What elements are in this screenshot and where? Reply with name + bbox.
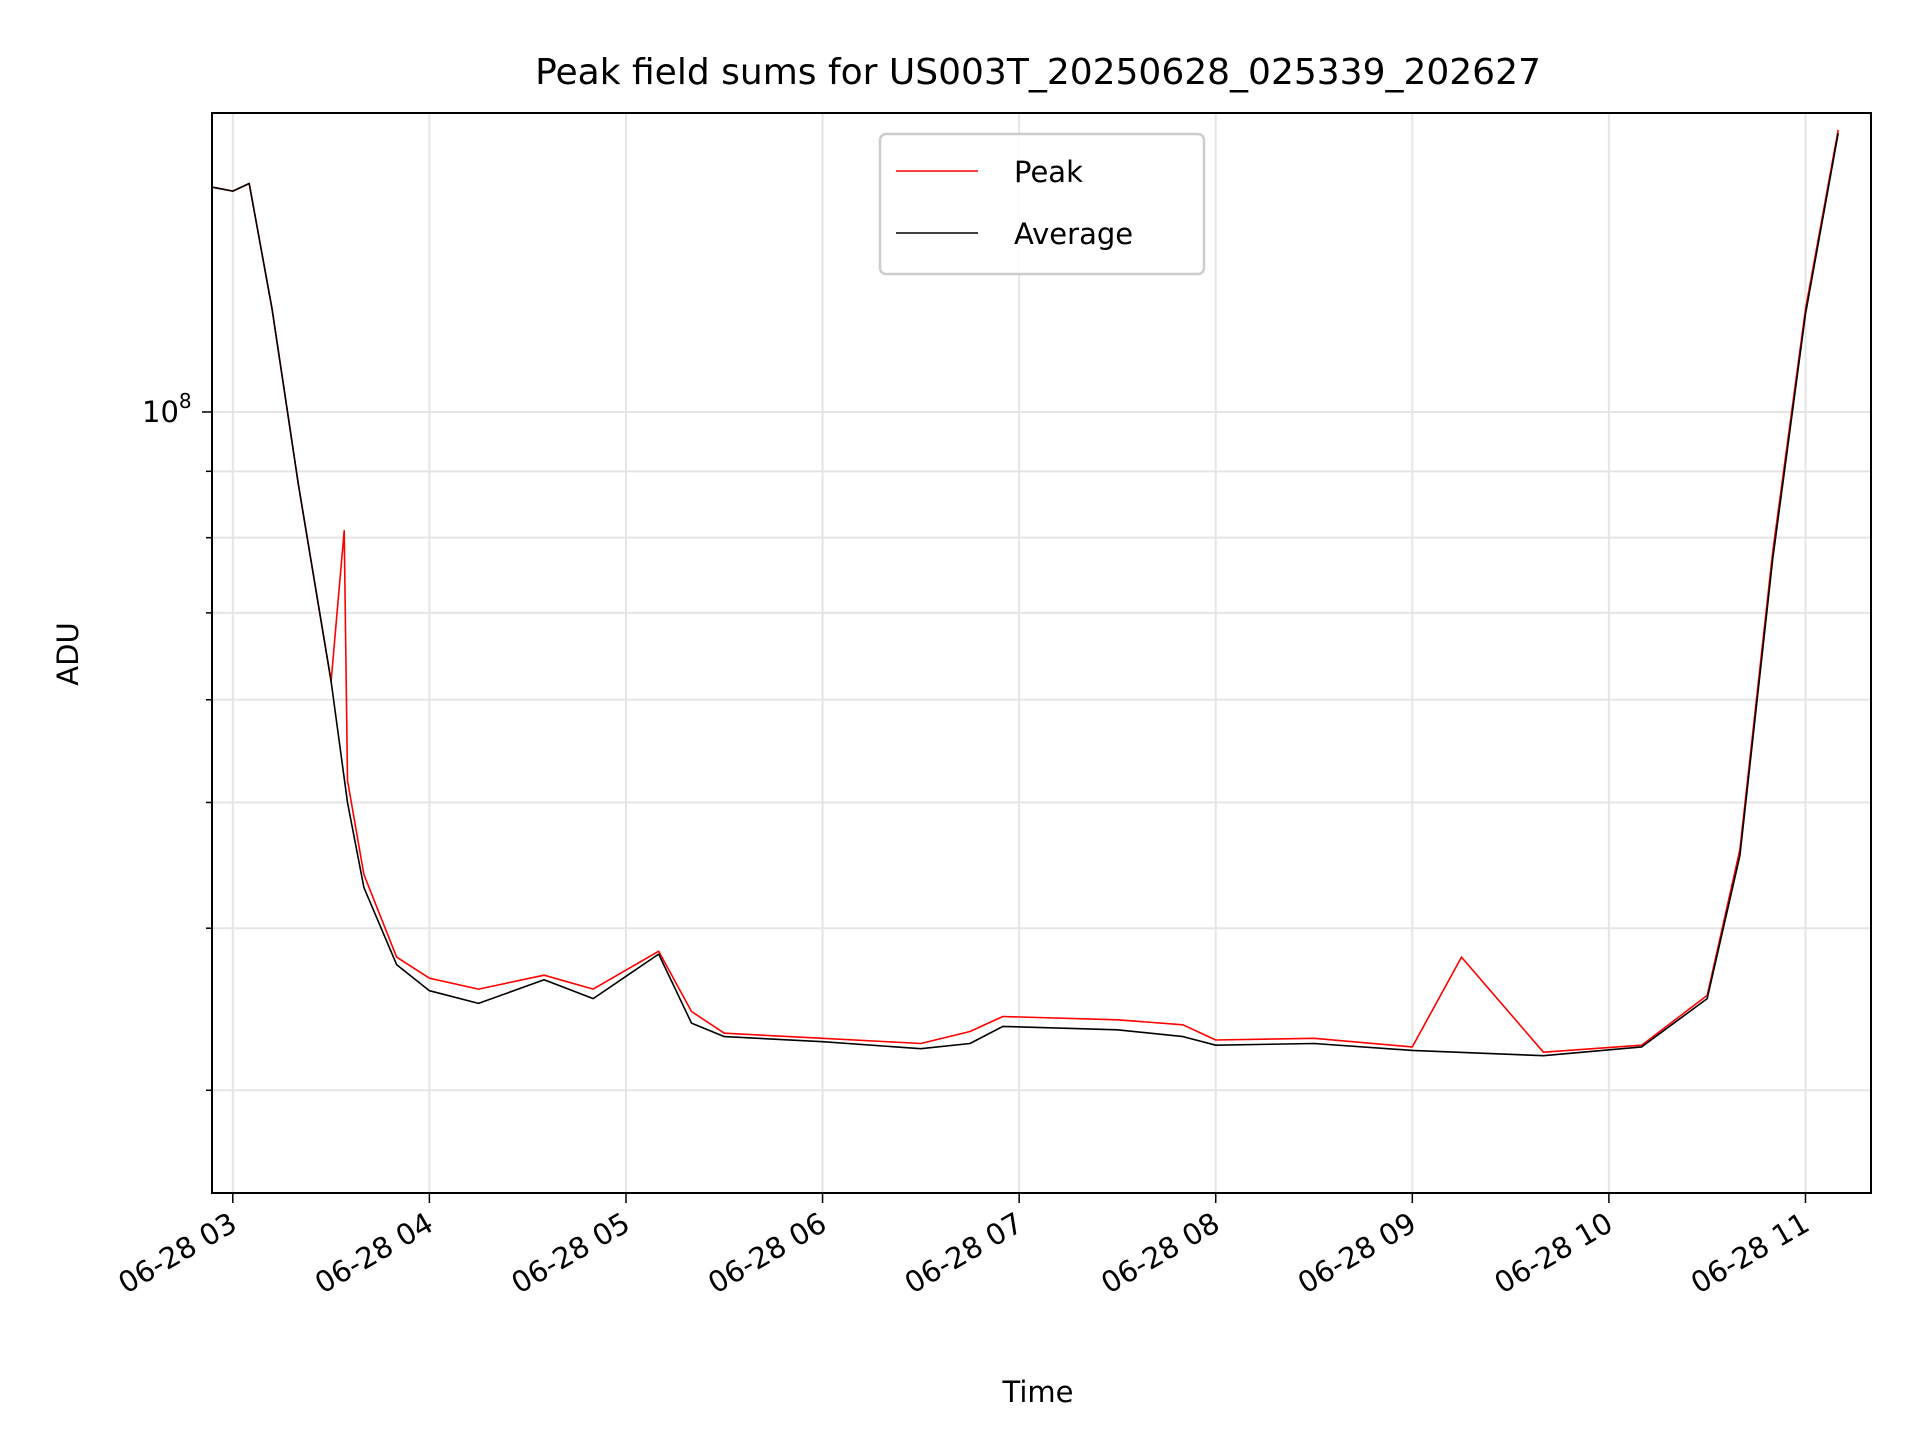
plot-frame xyxy=(211,112,1872,1194)
x-axis-label: Time xyxy=(1002,1375,1074,1409)
legend-peak-label: Peak xyxy=(1014,155,1083,189)
legend-box xyxy=(878,132,1206,276)
series-line-average xyxy=(212,133,1839,1057)
chart-title: Peak field sums for US003T_20250628_0253… xyxy=(535,52,1541,93)
legend: Peak Average xyxy=(878,132,1206,276)
grid xyxy=(212,113,1871,1193)
y-tick-exponent: 8 xyxy=(179,389,192,413)
series-layer xyxy=(212,129,1839,1057)
series-line-peak xyxy=(212,129,1839,1053)
y-axis-label: ADU xyxy=(51,622,85,685)
legend-average-label: Average xyxy=(1014,217,1133,251)
